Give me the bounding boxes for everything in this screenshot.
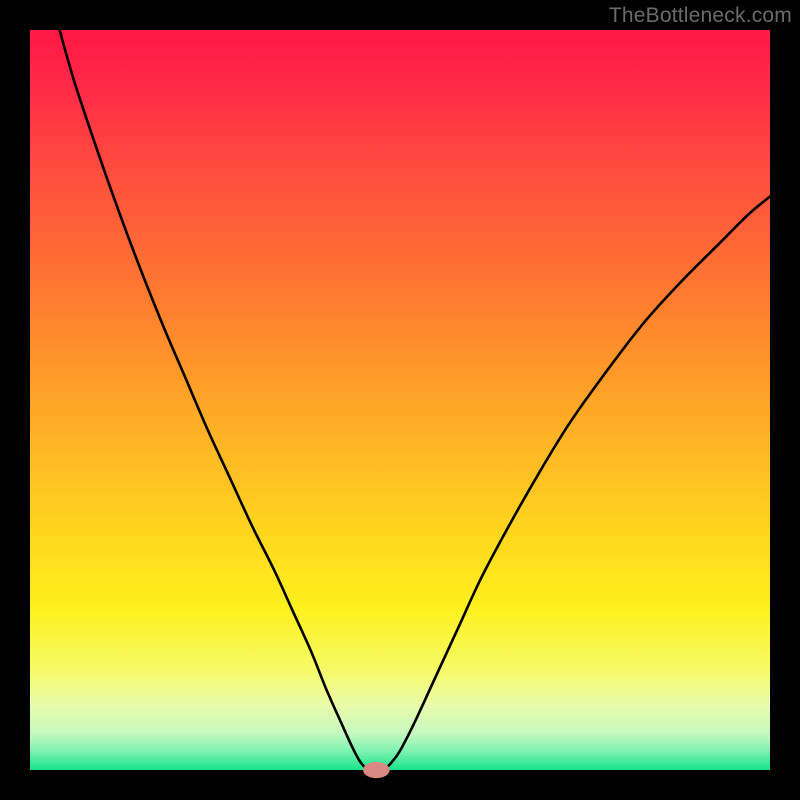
- chart-stage: TheBottleneck.com: [0, 0, 800, 800]
- chart-svg: [0, 0, 800, 800]
- min-marker: [363, 762, 390, 778]
- watermark-text: TheBottleneck.com: [609, 4, 792, 28]
- plot-bg: [30, 30, 770, 770]
